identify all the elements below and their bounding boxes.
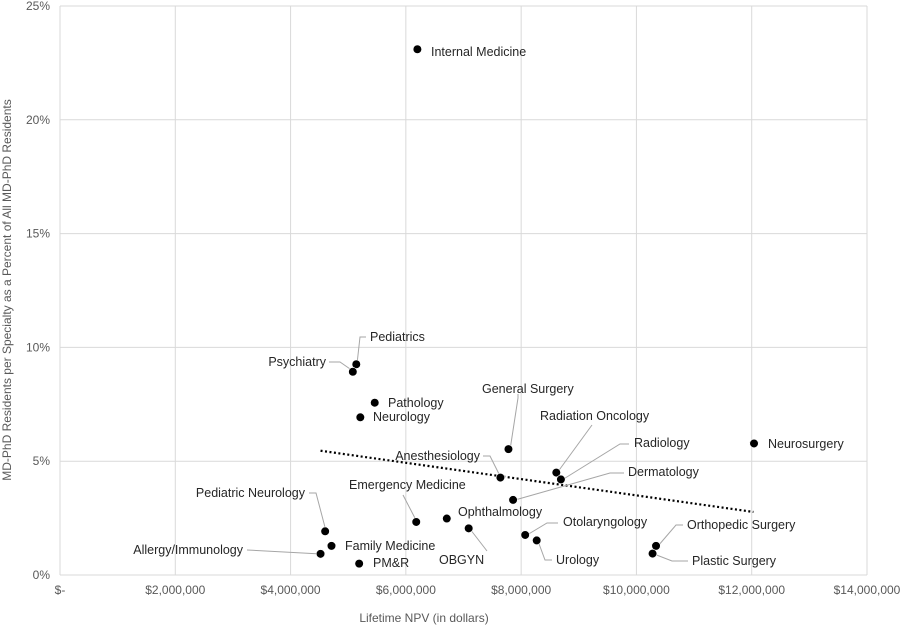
data-point (370, 398, 380, 408)
leader-line (537, 540, 552, 561)
leader-line (309, 492, 327, 532)
data-point (411, 517, 421, 527)
data-point (354, 559, 364, 569)
data-point (464, 523, 474, 533)
leader-line (514, 472, 624, 501)
y-tick-label: 5% (33, 454, 51, 468)
data-point (749, 438, 759, 449)
leader-line (356, 336, 366, 365)
y-tick-label: 15% (26, 227, 50, 241)
point-label: Family Medicine (345, 539, 435, 553)
gridlines (59, 5, 868, 576)
leader-lines (246, 336, 688, 562)
point-label: Anesthesiology (395, 449, 481, 463)
leader-line (402, 494, 418, 523)
point-label: Neurology (373, 410, 431, 424)
data-point (556, 474, 566, 485)
x-tick-label: $12,000,000 (718, 583, 785, 597)
point-label: Ophthalmology (458, 505, 543, 519)
point-label: Pediatric Neurology (196, 486, 306, 500)
x-axis-label: Lifetime NPV (in dollars) (359, 611, 488, 625)
data-point (651, 541, 661, 551)
x-tick-label: $2,000,000 (145, 583, 205, 597)
data-point (503, 444, 514, 454)
y-tick-label: 0% (33, 568, 51, 582)
point-label: Plastic Surgery (692, 554, 777, 568)
leader-line (469, 528, 488, 552)
point-label: Dermatology (628, 465, 700, 479)
y-tick-label: 10% (26, 340, 50, 354)
point-label: OBGYN (439, 553, 484, 567)
x-tick-label: $4,000,000 (261, 583, 321, 597)
leader-line (509, 394, 519, 451)
point-label: Psychiatry (268, 355, 326, 369)
data-point (495, 472, 505, 483)
leader-line (556, 424, 593, 474)
y-axis-label: MD-PhD Residents per Specialty as a Perc… (0, 99, 14, 481)
data-point (326, 541, 337, 551)
data-point (647, 549, 658, 559)
data-point (355, 412, 365, 422)
point-label: Radiology (634, 436, 690, 450)
point-label: PM&R (373, 556, 409, 570)
point-labels: Internal Medicine Pediatrics Psychiatry Pat… (133, 45, 844, 570)
point-label: Allergy/Immunology (133, 543, 244, 557)
point-label: Urology (556, 553, 600, 567)
point-label: Otolaryngology (563, 515, 648, 529)
point-label: General Surgery (482, 382, 574, 396)
y-tick-label: 20% (26, 113, 50, 127)
data-point (320, 526, 330, 536)
leader-line (561, 443, 629, 481)
point-label: Internal Medicine (431, 45, 526, 59)
x-tick-label: $10,000,000 (603, 583, 670, 597)
data-points (315, 44, 759, 569)
trendline (320, 449, 754, 514)
data-point (348, 367, 358, 377)
data-point (508, 495, 518, 505)
leader-line (657, 524, 683, 547)
point-label: Orthopedic Surgery (687, 518, 796, 532)
point-label: Emergency Medicine (349, 478, 466, 492)
leader-line (483, 455, 502, 479)
point-label: Pathology (388, 396, 444, 410)
data-point (351, 359, 361, 369)
data-point (315, 549, 326, 559)
x-tick-label: $6,000,000 (376, 583, 436, 597)
x-axis-ticks: $- $2,000,000 $4,000,000 $6,000,000 $8,000,0… (55, 583, 900, 597)
leader-line (329, 361, 354, 372)
x-tick-label: $- (55, 583, 66, 597)
data-point (551, 467, 561, 478)
data-point (532, 535, 542, 546)
data-point (520, 530, 530, 540)
point-label: Neurosurgery (768, 437, 844, 451)
x-tick-label: $14,000,000 (834, 583, 900, 597)
point-label: Pediatrics (370, 330, 425, 344)
data-point (442, 513, 452, 524)
y-axis-ticks: 0% 5% 10% 15% 20% 25% (26, 0, 50, 582)
leader-line (526, 522, 558, 536)
leader-line (246, 549, 322, 555)
leader-line (653, 553, 688, 562)
y-tick-label: 25% (26, 0, 50, 13)
x-tick-label: $8,000,000 (491, 583, 551, 597)
data-point (412, 44, 422, 54)
point-label: Radiation Oncology (540, 409, 650, 423)
